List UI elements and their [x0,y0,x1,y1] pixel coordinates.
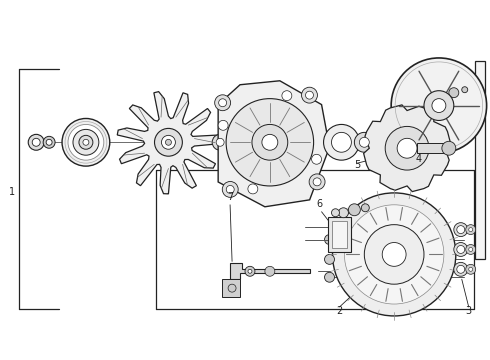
Circle shape [397,138,417,158]
Circle shape [359,137,369,147]
Bar [417,143,447,153]
Circle shape [469,228,473,231]
Polygon shape [230,264,310,279]
Circle shape [457,246,465,253]
Circle shape [324,235,335,244]
Circle shape [43,136,55,148]
Circle shape [457,226,465,234]
Bar [332,221,347,248]
Circle shape [365,225,424,284]
Circle shape [228,284,236,292]
Circle shape [462,87,468,93]
Circle shape [218,120,228,130]
Circle shape [282,91,292,101]
Bar [327,217,351,252]
Circle shape [391,58,487,153]
Circle shape [382,243,406,266]
Bar [222,279,240,297]
Polygon shape [117,92,220,194]
Circle shape [361,204,369,212]
Circle shape [312,154,321,164]
Circle shape [216,138,224,146]
Circle shape [32,138,40,146]
Circle shape [313,178,321,186]
Circle shape [245,266,255,276]
Circle shape [339,208,348,218]
Circle shape [454,243,468,256]
Circle shape [215,95,231,111]
Circle shape [449,88,459,98]
Circle shape [424,91,454,121]
Circle shape [432,99,446,113]
Circle shape [248,269,252,273]
Circle shape [454,223,468,237]
Circle shape [222,181,238,197]
Circle shape [332,209,340,217]
Circle shape [332,132,351,152]
Polygon shape [364,105,450,192]
Polygon shape [218,81,329,207]
Circle shape [226,99,314,186]
Circle shape [46,139,52,145]
Text: 2: 2 [336,306,343,316]
Circle shape [469,267,473,271]
Circle shape [442,141,456,155]
Circle shape [385,126,429,170]
Circle shape [212,134,228,150]
Circle shape [333,193,456,316]
Circle shape [344,205,444,304]
Circle shape [73,129,99,155]
Circle shape [166,139,171,145]
Text: 1: 1 [9,187,16,197]
Circle shape [466,264,476,274]
Circle shape [469,247,473,251]
Circle shape [83,139,89,145]
Circle shape [219,99,226,107]
Circle shape [154,129,182,156]
Circle shape [252,125,288,160]
Circle shape [324,255,335,264]
Circle shape [305,91,314,99]
Circle shape [265,266,275,276]
Circle shape [68,125,104,160]
Circle shape [309,174,325,190]
Circle shape [226,185,234,193]
Circle shape [454,262,468,276]
Circle shape [301,87,318,103]
Circle shape [79,135,93,149]
Circle shape [323,125,359,160]
Circle shape [248,184,258,194]
Circle shape [262,134,278,150]
Text: 3: 3 [466,306,472,316]
Text: 7: 7 [227,192,233,202]
Circle shape [324,272,335,282]
Circle shape [28,134,44,150]
Text: 4: 4 [416,154,422,164]
Circle shape [466,244,476,255]
Text: 5: 5 [354,160,361,170]
Circle shape [466,225,476,235]
Text: 6: 6 [317,199,322,209]
Circle shape [62,118,110,166]
Bar [475,61,485,260]
Circle shape [354,132,374,152]
Circle shape [457,265,465,273]
Circle shape [348,204,360,216]
Circle shape [162,135,175,149]
